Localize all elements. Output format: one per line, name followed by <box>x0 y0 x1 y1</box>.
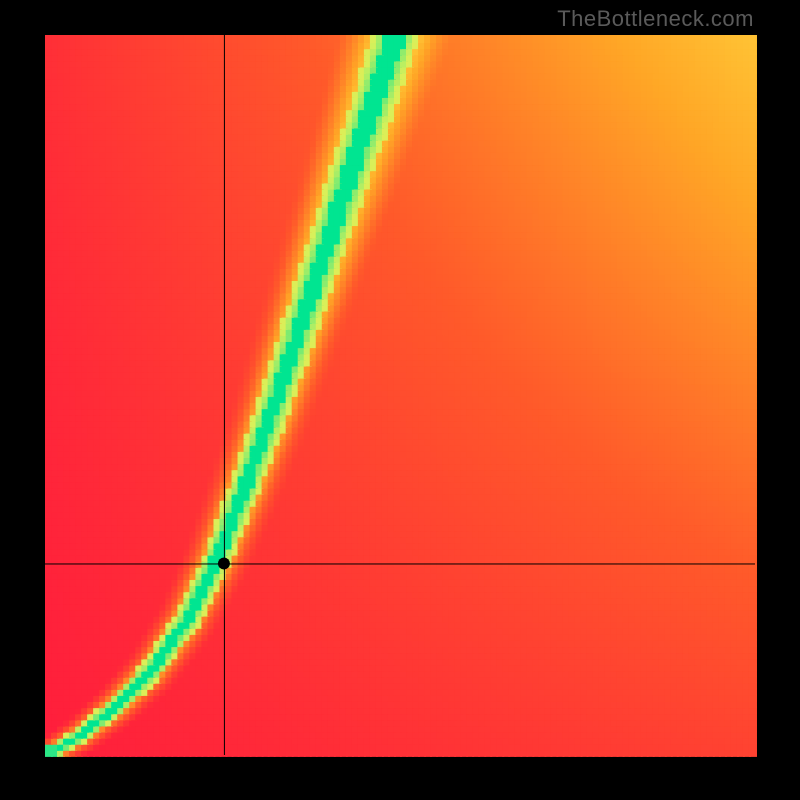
bottleneck-heatmap-canvas <box>0 0 800 800</box>
chart-container: TheBottleneck.com <box>0 0 800 800</box>
